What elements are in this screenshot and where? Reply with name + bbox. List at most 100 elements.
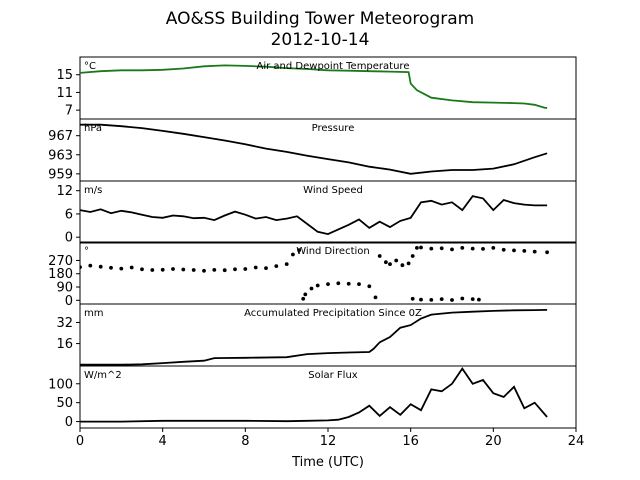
panel-title: Wind Direction [296,246,370,257]
y-tick-label: 0 [65,294,73,309]
data-point [191,268,196,272]
y-tick-label: 0 [65,231,73,246]
data-point [439,297,444,301]
series-line [80,367,548,423]
y-tick-label: 963 [48,148,73,163]
data-point [243,267,248,271]
data-point [357,282,361,286]
panel-pressure: 959 963 967 hPa Pressure [48,118,577,182]
panel-air-and-dewpoint-temperature: 7 11 15 °C Air and Dewpoint Temperature [56,56,577,120]
unit-label: mm [84,308,103,319]
figure-title-line2: 2012-10-14 [271,30,370,50]
data-point [264,266,268,270]
data-point [171,267,175,271]
panels: 7 11 15 °C Air and Dewpoint Temperature 959 96… [48,56,577,430]
panel-title: Accumulated Precipitation Since 0Z [244,308,422,319]
data-point [291,252,295,257]
y-tick-label: 16 [56,337,73,352]
data-point [406,261,411,266]
data-point [522,249,527,253]
y-tick-label: 0 [65,415,73,430]
data-point [202,268,206,273]
x-tick-label: 24 [568,434,585,449]
data-point [233,267,237,272]
data-point [346,281,351,286]
data-point [160,267,165,272]
y-tick-label: 967 [48,129,73,144]
unit-label: m/s [84,185,102,196]
panel-frame [79,180,577,244]
data-point [119,266,124,271]
x-axis-label: Time (UTC) [291,455,364,470]
data-point [80,265,82,269]
data-point [394,258,399,263]
unit-label: W/m^2 [84,370,122,381]
data-point [460,246,465,250]
y-tick-label: 90 [56,281,73,296]
series-line [80,64,548,109]
series-line [80,123,548,175]
x-tick-label: 0 [76,434,84,449]
panel-title: Air and Dewpoint Temperature [257,61,410,72]
unit-label: hPa [84,123,102,134]
data-point [450,298,454,302]
panel-title: Pressure [312,123,355,134]
data-point [98,264,103,269]
data-point [253,265,258,270]
unit-label: ° [84,246,89,257]
data-point [274,264,279,268]
y-tick-label: 50 [56,396,73,411]
y-tick-label: 12 [56,184,73,199]
data-point [212,268,217,272]
data-point [460,296,465,301]
y-tick-label: 959 [48,167,73,182]
y-tick-label: 32 [56,316,73,331]
series-line [80,195,548,236]
data-point [470,297,475,301]
data-point [532,249,537,254]
data-point [109,265,113,270]
y-tick-label: 7 [65,104,73,119]
data-point [150,268,155,272]
data-point [419,245,423,250]
data-point [450,247,454,252]
y-tick-label: 270 [48,254,73,269]
data-point [303,292,308,297]
data-point [140,267,144,272]
data-point [545,250,549,255]
data-point [181,267,186,272]
data-point [315,283,320,288]
data-point [419,297,423,302]
panel-title: Solar Flux [308,370,358,381]
x-tick-label: 20 [485,434,502,449]
data-point [410,254,415,258]
panel-title: Wind Speed [303,185,363,196]
panel-accumulated-precipitation-since-0z: 16 32 mm Accumulated Precipitation Since 0Z [56,303,577,367]
data-point [129,265,134,270]
data-point [388,262,392,266]
x-axis: 0 4 8 12 16 20 24 [76,428,584,449]
y-tick-label: 11 [56,86,73,101]
data-point [439,246,444,251]
data-point [301,296,306,301]
x-tick-label: 12 [320,434,337,449]
data-point [512,248,516,253]
data-point [501,247,506,252]
data-point [377,254,382,258]
data-point [481,247,485,251]
data-point [429,298,434,302]
y-tick-label: 15 [56,68,73,83]
data-point [88,263,93,268]
data-point [284,262,289,266]
panel-solar-flux: 0 50 100 W/m^2 Solar Flux [48,365,577,430]
data-point [400,263,405,268]
data-point [336,281,341,286]
series-line [80,309,548,366]
x-tick-label: 16 [402,434,419,449]
data-point [297,248,301,253]
y-tick-label: 100 [48,377,73,392]
figure-title-line1: AO&SS Building Tower Meteorogram [166,9,474,29]
data-point [384,260,388,265]
x-tick-label: 8 [241,434,249,449]
